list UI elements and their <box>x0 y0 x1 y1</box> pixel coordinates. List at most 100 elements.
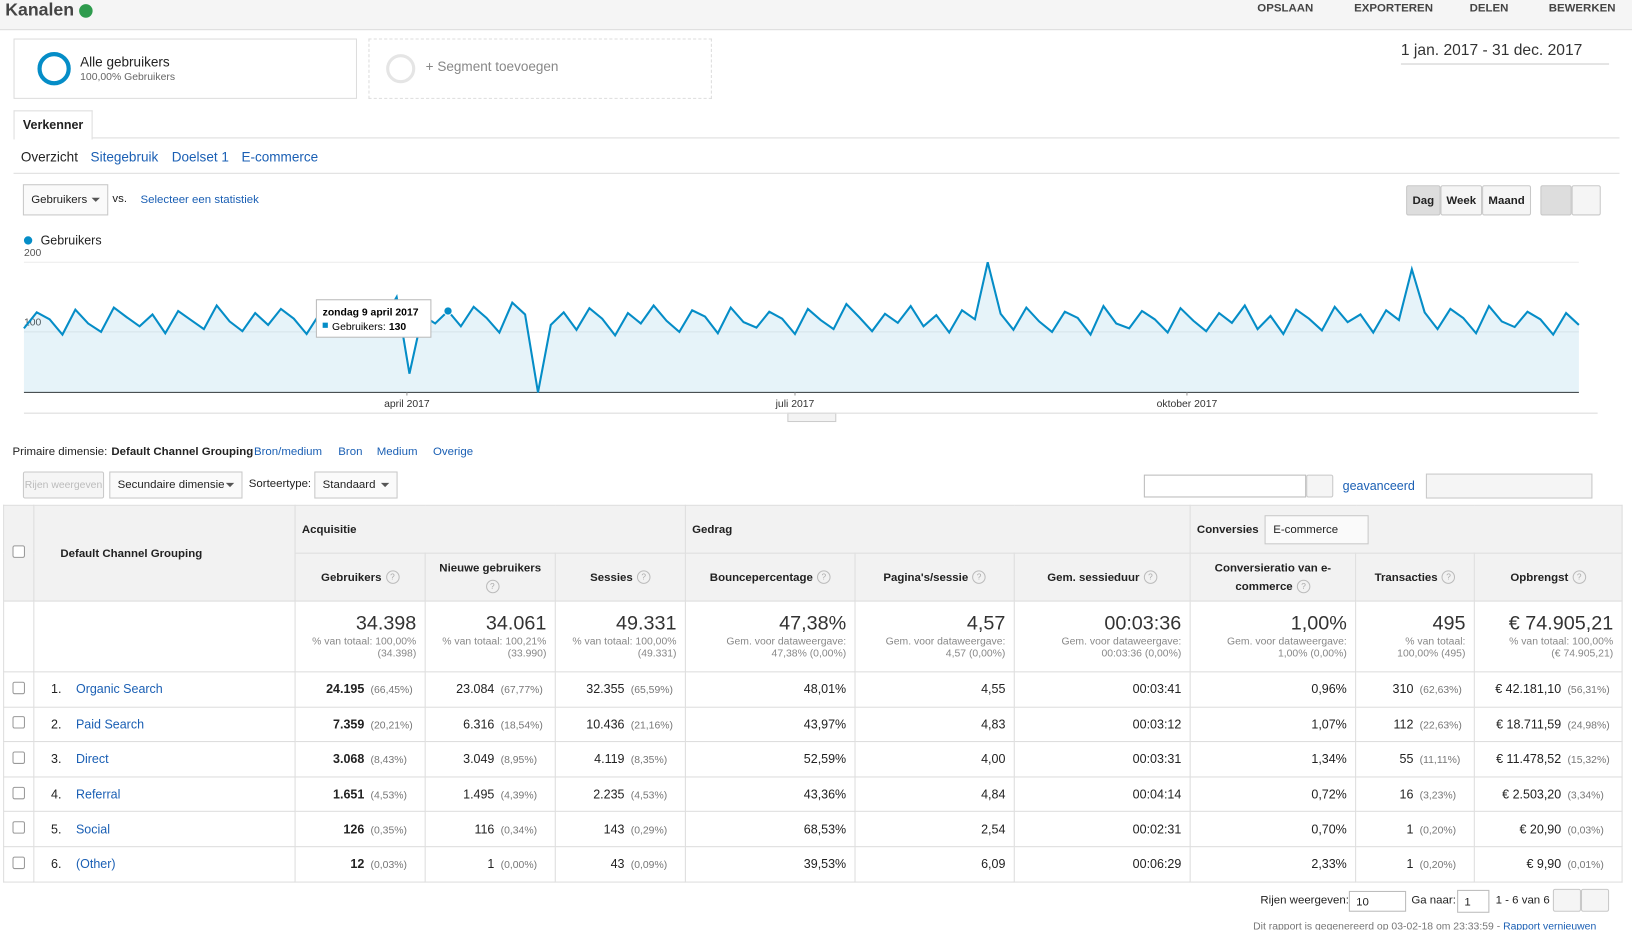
subtab[interactable]: Doelset 1 <box>171 148 229 165</box>
search-input[interactable] <box>1143 474 1307 498</box>
checkbox[interactable] <box>12 856 25 869</box>
dimension-option[interactable]: Bron <box>338 445 363 458</box>
vs-label: vs. <box>112 192 128 206</box>
cell-pct: (0,03%) <box>1567 825 1604 837</box>
cell-value: € 9,90 <box>1526 856 1562 872</box>
cell-pct: (0,29%) <box>630 825 668 837</box>
row-cell: 52,59% <box>684 741 856 778</box>
segment-name: Alle gebruikers <box>80 54 170 70</box>
help-icon: ? <box>485 579 500 594</box>
action-save[interactable]: OPSLAAN <box>1257 2 1314 15</box>
conversion-select[interactable]: E-commerce <box>1264 514 1369 544</box>
tab-line <box>13 137 1620 139</box>
row-name[interactable]: Direct <box>75 751 109 767</box>
subtab[interactable]: Overzicht <box>20 148 78 165</box>
checkbox[interactable] <box>12 786 25 799</box>
row-select <box>3 811 35 848</box>
legend-label: Gebruikers <box>41 234 102 248</box>
metric-header[interactable]: Pagina's/sessie? <box>854 552 1015 602</box>
action-export[interactable]: EXPORTEREN <box>1354 2 1433 15</box>
checkbox[interactable] <box>12 821 25 834</box>
cell-value: 55 <box>1399 751 1414 767</box>
data-row: 2. Paid Search 7.359 (20,21%) 6.316 (18,54%) 1… <box>3 706 1623 743</box>
row-cell: 00:03:31 <box>1013 741 1191 778</box>
footer-goto-label: Ga naar: <box>1411 894 1456 907</box>
row-index: 1. <box>50 682 62 697</box>
row-cell: 1.651 (4,53%) <box>294 776 426 813</box>
metric-header[interactable]: Bouncepercentage? <box>684 552 856 602</box>
search-button[interactable] <box>1306 474 1334 498</box>
motion-view[interactable] <box>1571 185 1601 216</box>
row-cell: € 11.478,52 (15,32%) <box>1473 741 1623 778</box>
checkbox[interactable] <box>12 681 25 695</box>
subtab[interactable]: E-commerce <box>241 148 319 165</box>
cell-value: 310 <box>1392 682 1414 697</box>
line <box>23 262 1580 393</box>
next-page[interactable] <box>1580 888 1610 912</box>
action-share[interactable]: DELEN <box>1469 2 1509 15</box>
help-icon: ? <box>1143 570 1158 584</box>
collapse-handle <box>787 412 837 423</box>
segment-add[interactable]: + Segment toevoegen <box>368 38 712 99</box>
tooltip-title: zondag 9 april 2017 <box>323 307 419 318</box>
dimension-option[interactable]: Bron/medium <box>253 445 323 458</box>
sort-select[interactable]: Standaard <box>314 471 398 499</box>
cell-value: 12 <box>350 856 365 872</box>
select-metric[interactable]: Selecteer een statistiek <box>140 193 259 207</box>
metric-header[interactable]: Nieuwe gebruikers? <box>424 552 556 602</box>
help-icon: ? <box>817 570 831 584</box>
prev-page[interactable] <box>1552 888 1581 912</box>
secondary-dimension[interactable]: Secundaire dimensie <box>109 471 243 499</box>
dimension-active[interactable]: Default Channel Grouping <box>111 445 254 458</box>
cell-value: 00:03:31 <box>1132 751 1182 767</box>
cell-pct: (66,45%) <box>370 685 413 697</box>
row-cell: 112 (22,63%) <box>1355 706 1475 743</box>
metric-header[interactable]: Opbrengst? <box>1473 552 1623 602</box>
data-row: 6. (Other) 12 (0,03%) 1 (0,00%) 43 (0,09%) 39,53… <box>3 846 1623 883</box>
view-switcher[interactable] <box>1425 473 1593 499</box>
metric-name: Conversieratio van e-commerce <box>1214 561 1332 593</box>
metric-select[interactable]: Gebruikers <box>22 184 109 216</box>
dimension-option[interactable]: Medium <box>376 445 418 458</box>
row-index: 2. <box>50 716 62 732</box>
row-name[interactable]: Social <box>75 821 110 837</box>
total-value: 49.331 <box>616 612 677 635</box>
metric-header[interactable]: Sessies? <box>554 552 686 602</box>
checkbox[interactable] <box>12 716 25 729</box>
checkbox[interactable] <box>12 545 25 558</box>
cell-value: 6.316 <box>463 716 495 732</box>
row-select <box>3 846 35 883</box>
date-range[interactable]: 1 jan. 2017 - 31 dec. 2017 <box>1400 42 1610 65</box>
subtab[interactable]: Sitegebruik <box>90 148 159 165</box>
metric-header[interactable]: Conversieratio van e-commerce? <box>1189 552 1357 602</box>
row-name[interactable]: (Other) <box>75 856 116 872</box>
action-edit[interactable]: BEWERKEN <box>1548 2 1616 15</box>
line-view[interactable] <box>1540 185 1572 216</box>
period-week[interactable]: Week <box>1440 185 1483 216</box>
period-month[interactable]: Maand <box>1482 185 1532 216</box>
dimension-option[interactable]: Overige <box>432 445 474 458</box>
row-name[interactable]: Paid Search <box>75 716 145 732</box>
metric-header[interactable]: Gebruikers? <box>294 552 426 602</box>
rows-button[interactable]: Rijen weergeven <box>22 471 105 499</box>
row-index: 5. <box>50 821 62 837</box>
segment-active[interactable]: Alle gebruikers 100,00% Gebruikers <box>13 38 357 99</box>
row-name[interactable]: Referral <box>75 786 121 802</box>
row-cell: € 20,90 (0,03%) <box>1473 811 1623 848</box>
metric-header[interactable]: Transacties? <box>1355 552 1475 602</box>
total-value: 1,00% <box>1290 612 1347 635</box>
tooltip: zondag 9 april 2017 Gebruikers: 130 <box>315 299 432 338</box>
cell-pct: (0,34%) <box>500 825 538 837</box>
row-name[interactable]: Organic Search <box>75 682 163 697</box>
metric-header[interactable]: Gem. sessieduur? <box>1013 552 1191 602</box>
tab-explorer[interactable]: Verkenner <box>13 110 93 140</box>
advanced-link[interactable]: geavanceerd <box>1342 478 1415 494</box>
row-cell: 55 (11,11%) <box>1355 741 1475 778</box>
row-select <box>3 706 35 743</box>
cell-value: 39,53% <box>803 856 847 872</box>
checkbox[interactable] <box>12 751 25 764</box>
period-day[interactable]: Dag <box>1406 185 1441 216</box>
footer-rows-select[interactable]: 10 <box>1348 890 1407 912</box>
help-icon: ? <box>636 570 651 584</box>
footer-goto-input[interactable]: 1 <box>1457 889 1490 913</box>
